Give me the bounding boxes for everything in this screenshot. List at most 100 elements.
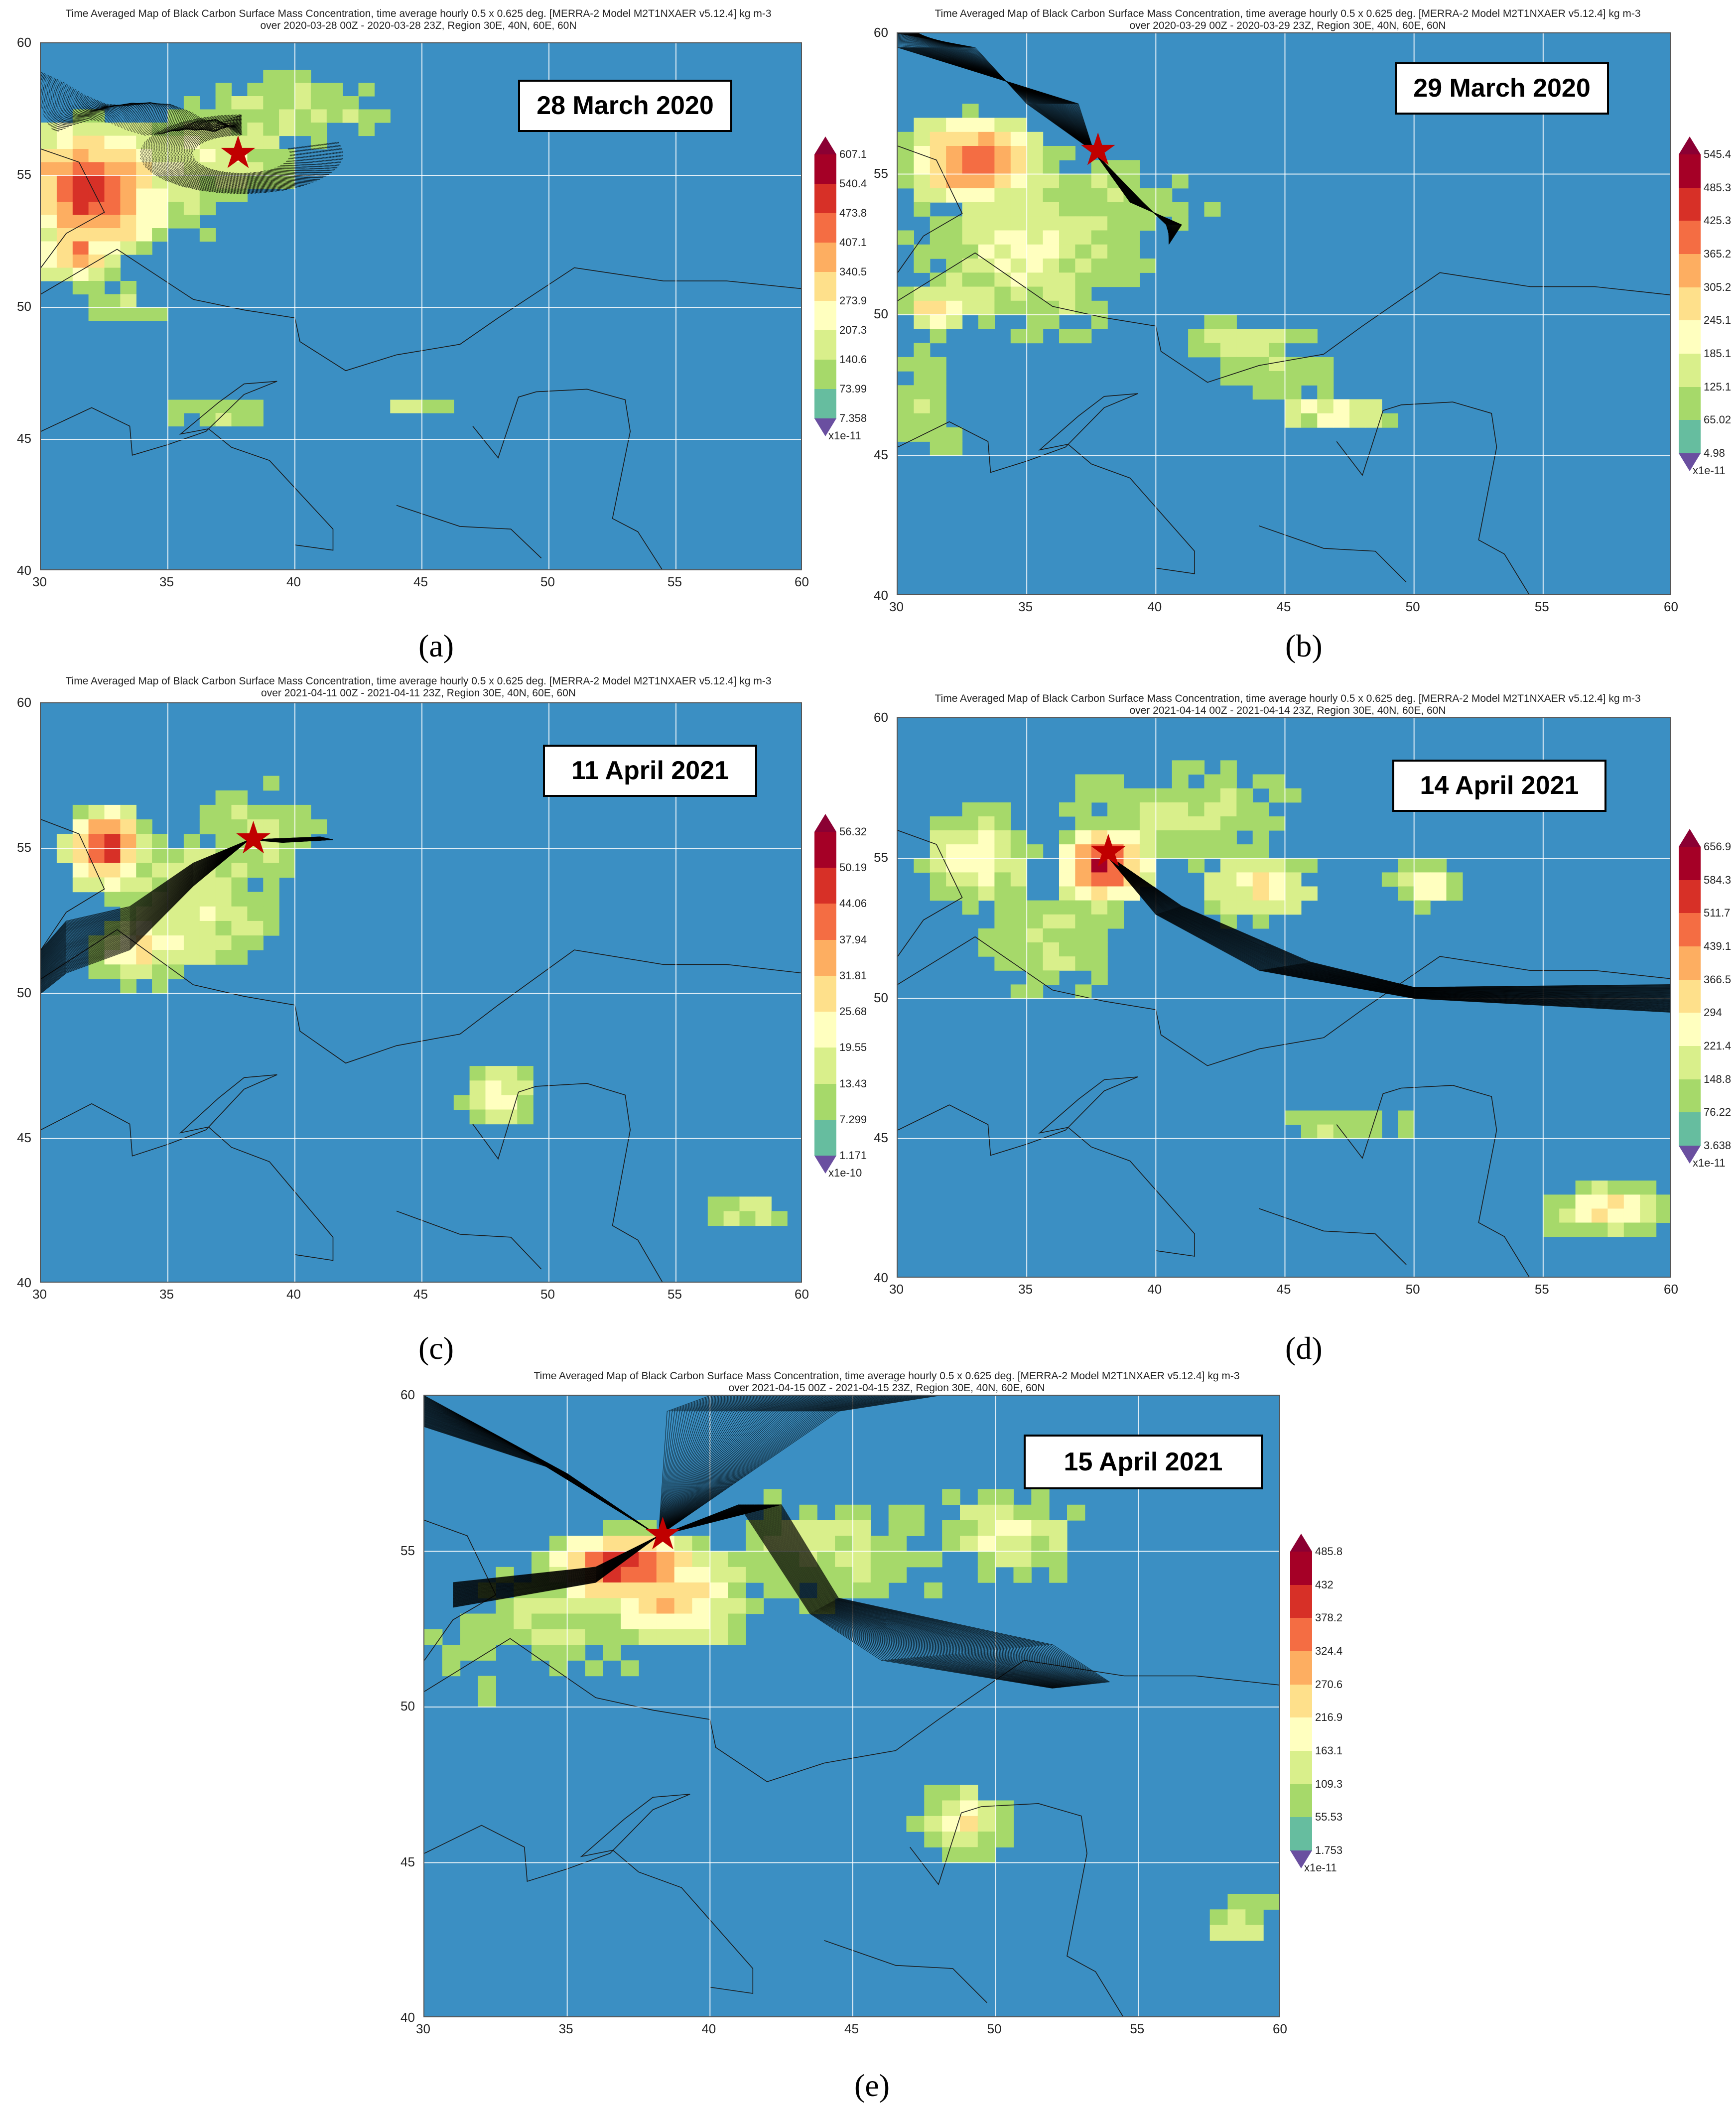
grid-cell [460,1614,478,1630]
grid-cell [1382,413,1398,428]
grid-cell [835,1505,853,1521]
colorbar-segment [1290,1685,1312,1718]
grid-cell [1049,1567,1067,1583]
trajectory-line [424,1422,659,1536]
grid-cell [1091,956,1108,971]
grid-cell [168,921,184,936]
grid-cell [105,149,121,162]
grid-cell [478,1692,496,1708]
panel-caption: (b) [1285,628,1323,664]
grid-cell [1236,789,1253,803]
colorbar-label: 584.3 [1704,874,1731,887]
grid-cell [168,189,184,202]
grid-cell [889,1552,907,1568]
grid-cell [978,830,995,845]
grid-cell [89,136,105,149]
grid-cell [1059,259,1075,273]
grid-cell [1398,887,1414,901]
grid-cell [914,259,930,273]
grid-cell [1059,202,1075,217]
grid-cell [1640,1223,1656,1237]
colorbar-label: 148.8 [1704,1073,1731,1086]
y-tick-label: 40 [874,588,888,603]
colorbar-unit: x1e-11 [1304,1861,1337,1874]
grid-cell [898,399,914,414]
grid-cell [942,1785,960,1801]
x-tick-label: 30 [889,599,904,615]
grid-cell [914,858,930,873]
grid-cell [184,907,200,921]
grid-cell [184,950,200,965]
grid-cell [914,315,930,329]
grid-cell [994,174,1011,189]
grid-cell [152,950,168,965]
grid-cell [1188,830,1204,845]
y-tick-label: 60 [874,710,888,725]
date-label: 28 March 2020 [518,80,732,132]
grid-cell [1285,858,1302,873]
grid-cell [907,1520,925,1536]
grid-cell [657,1598,674,1614]
grid-cell [710,1598,728,1614]
grid-cell [184,202,200,215]
grid-cell [946,830,962,845]
grid-cell [978,1801,996,1817]
grid-cell [295,805,311,820]
grid-cell [1269,343,1285,358]
grid-cell [960,1505,978,1521]
grid-cell [1245,1909,1263,1925]
grid-cell [996,1801,1014,1817]
grid-cell [1140,259,1156,273]
grid-cell [1204,887,1221,901]
trajectory-line [424,1427,659,1536]
colorbar-label: 55.53 [1315,1811,1342,1824]
grid-cell [327,96,343,110]
grid-cell [549,1598,567,1614]
grid-cell [1059,146,1075,160]
grid-cell [924,1801,942,1817]
grid-cell [263,70,279,83]
grid-cell [1043,901,1060,915]
grid-cell [1049,1520,1067,1536]
grid-cell [1011,887,1027,901]
coastline [397,1211,541,1269]
grid-cell [1236,872,1253,887]
grid-cell [1317,1111,1334,1125]
grid-cell [1059,872,1075,887]
grid-cell [1091,202,1108,217]
grid-cell [1027,216,1043,231]
coastline [424,1794,753,1993]
grid-cell [621,1520,639,1536]
y-tick-label: 50 [401,1699,415,1714]
grid-cell [1559,1208,1576,1223]
trajectory-line [424,1422,659,1536]
grid-cell [1091,216,1108,231]
grid-cell [1576,1208,1592,1223]
grid-cell [1107,775,1124,789]
grid-cell [994,928,1011,943]
grid-cell [73,255,89,268]
colorbar-segment [814,1048,836,1084]
x-tick-label: 55 [1535,599,1549,615]
grid-cell [247,400,264,413]
grid-cell [994,956,1011,971]
grid-cell [1043,287,1060,301]
grid-cell [1031,1536,1049,1552]
grid-cell [924,1552,942,1568]
grid-cell [1253,816,1269,831]
grid-cell [946,160,962,174]
grid-cell [994,188,1011,203]
grid-cell [263,921,279,936]
star-icon: ★ [643,1512,683,1557]
grid-cell [1430,872,1447,887]
trajectory-line [424,1425,659,1536]
colorbar-segment [1679,420,1701,454]
colorbar-label: 273.9 [839,294,867,307]
grid-cell [978,315,995,329]
grid-cell [184,834,200,849]
grid-cell [41,136,57,149]
grid-cell [57,175,73,189]
grid-cell [946,231,962,245]
grid-cell [1220,315,1237,329]
grid-cell [914,399,930,414]
